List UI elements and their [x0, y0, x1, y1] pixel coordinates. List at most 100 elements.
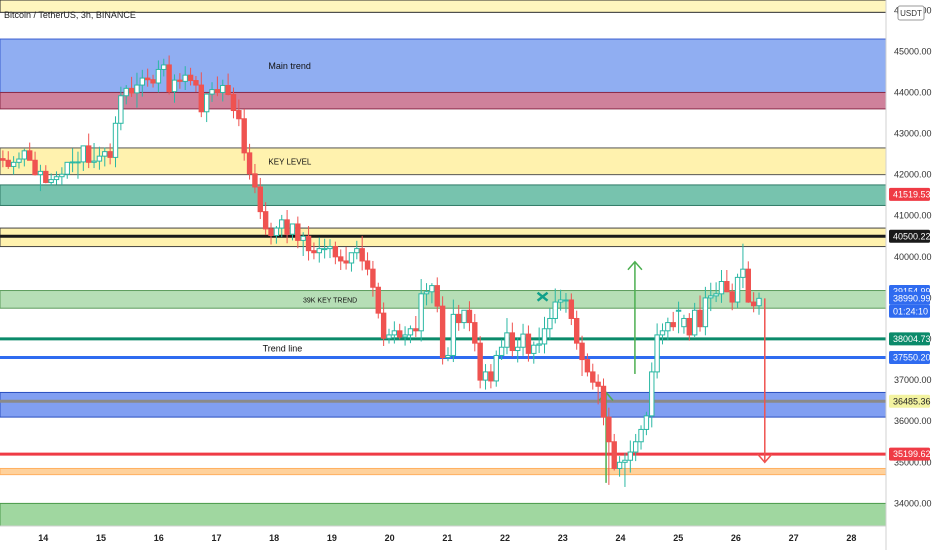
- candle[interactable]: [316, 237, 322, 263]
- candle[interactable]: [262, 202, 269, 236]
- candle[interactable]: [461, 309, 467, 329]
- candle[interactable]: [300, 232, 306, 257]
- candle[interactable]: [445, 347, 451, 362]
- candle[interactable]: [187, 67, 194, 86]
- candle[interactable]: [745, 261, 751, 303]
- zone-4[interactable]: [0, 184, 887, 206]
- candle[interactable]: [370, 260, 376, 297]
- candle[interactable]: [472, 313, 478, 352]
- candle[interactable]: [295, 216, 301, 249]
- candle[interactable]: [198, 72, 205, 118]
- candle[interactable]: [622, 453, 628, 487]
- candle[interactable]: [26, 142, 33, 161]
- candle[interactable]: [69, 148, 76, 173]
- candle[interactable]: [397, 323, 403, 340]
- candle[interactable]: [584, 353, 591, 377]
- candle[interactable]: [541, 316, 548, 354]
- candle[interactable]: [552, 288, 558, 324]
- candle[interactable]: [230, 87, 237, 119]
- candle[interactable]: [241, 108, 247, 161]
- price-tag[interactable]: 37550.20: [889, 351, 931, 365]
- candle[interactable]: [536, 327, 542, 353]
- candle[interactable]: [643, 411, 650, 436]
- candle[interactable]: [697, 295, 703, 332]
- currency-button[interactable]: USDT: [897, 5, 925, 21]
- zone-8[interactable]: [0, 467, 887, 476]
- candle[interactable]: [498, 339, 505, 360]
- candle[interactable]: [128, 76, 135, 97]
- candle[interactable]: [665, 317, 671, 341]
- candle[interactable]: [102, 147, 108, 167]
- candle[interactable]: [327, 239, 333, 259]
- candle[interactable]: [214, 76, 221, 97]
- candle[interactable]: [343, 246, 349, 270]
- candle[interactable]: [429, 283, 435, 304]
- candle[interactable]: [53, 171, 60, 185]
- candle[interactable]: [659, 323, 666, 345]
- candle[interactable]: [150, 74, 156, 88]
- candle[interactable]: [691, 302, 698, 337]
- candle[interactable]: [734, 273, 741, 308]
- candle[interactable]: [595, 374, 601, 405]
- candle[interactable]: [756, 292, 762, 315]
- candle[interactable]: [246, 143, 253, 180]
- candle[interactable]: [332, 241, 339, 265]
- candle[interactable]: [96, 146, 103, 170]
- candle[interactable]: [21, 148, 28, 167]
- candle[interactable]: [627, 440, 634, 473]
- candle[interactable]: [166, 55, 172, 95]
- candle[interactable]: [718, 269, 725, 303]
- candle[interactable]: [456, 304, 462, 331]
- price-tag[interactable]: 38990.99: [889, 291, 931, 305]
- candle[interactable]: [64, 161, 70, 179]
- candle[interactable]: [10, 156, 17, 175]
- candle[interactable]: [354, 240, 360, 260]
- candle[interactable]: [220, 79, 226, 102]
- candle[interactable]: [311, 242, 317, 260]
- candle[interactable]: [364, 252, 371, 276]
- candle[interactable]: [171, 74, 178, 103]
- candle[interactable]: [289, 223, 296, 241]
- candle[interactable]: [402, 326, 408, 346]
- candle[interactable]: [193, 76, 199, 93]
- candle[interactable]: [359, 235, 365, 271]
- zone-2[interactable]: [0, 91, 887, 110]
- candle[interactable]: [391, 321, 398, 344]
- candle[interactable]: [724, 269, 730, 293]
- candle[interactable]: [423, 283, 430, 306]
- candle[interactable]: [5, 151, 11, 169]
- candle[interactable]: [48, 173, 54, 186]
- zone-7[interactable]: [0, 391, 887, 418]
- candle[interactable]: [616, 456, 623, 477]
- candle[interactable]: [579, 335, 585, 377]
- candle[interactable]: [0, 150, 6, 168]
- candle[interactable]: [750, 292, 757, 313]
- zone-1[interactable]: [0, 38, 887, 93]
- candle[interactable]: [252, 163, 258, 194]
- price-tag[interactable]: 36485.36: [889, 394, 931, 408]
- candle[interactable]: [112, 116, 119, 168]
- candle[interactable]: [375, 282, 381, 319]
- price-tag[interactable]: 40500.22: [889, 229, 931, 243]
- candle[interactable]: [573, 310, 580, 350]
- zone-9[interactable]: [0, 502, 887, 527]
- candle[interactable]: [225, 73, 231, 96]
- candle[interactable]: [209, 82, 215, 102]
- candle[interactable]: [514, 337, 521, 363]
- candle[interactable]: [118, 86, 124, 131]
- candle[interactable]: [407, 325, 414, 344]
- candle[interactable]: [557, 289, 564, 311]
- candle[interactable]: [649, 362, 655, 428]
- up-arrow-icon[interactable]: [627, 260, 643, 374]
- candle[interactable]: [338, 249, 344, 270]
- candle[interactable]: [321, 238, 328, 259]
- candle[interactable]: [59, 167, 65, 185]
- candle[interactable]: [434, 277, 440, 313]
- candle[interactable]: [611, 433, 617, 471]
- candle[interactable]: [134, 72, 140, 108]
- candle[interactable]: [75, 151, 81, 179]
- candle[interactable]: [273, 226, 280, 244]
- candle[interactable]: [43, 165, 49, 184]
